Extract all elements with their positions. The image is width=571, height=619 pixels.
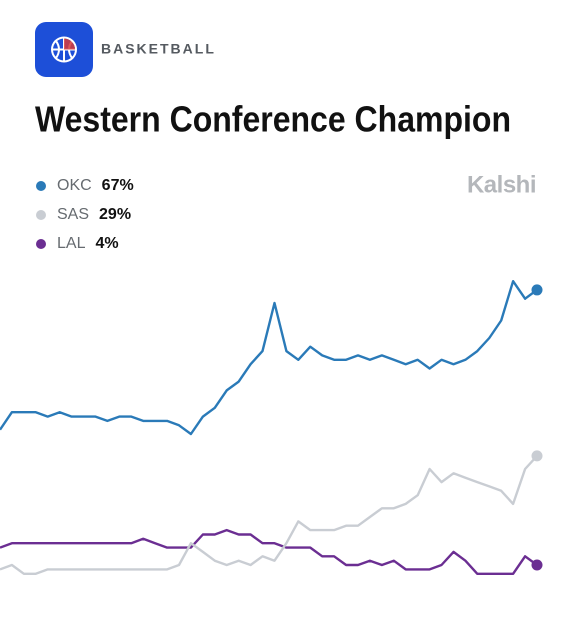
latest-point bbox=[531, 559, 543, 571]
plot-area bbox=[0, 280, 543, 575]
chart-title: Western Conference Champion bbox=[35, 99, 511, 140]
legend-marker bbox=[36, 239, 46, 249]
legend: OKC 67% SAS 29% LAL 4% bbox=[36, 177, 134, 252]
legend-value: 67% bbox=[102, 177, 134, 194]
legend-label: LAL bbox=[57, 235, 86, 252]
latest-point bbox=[531, 284, 543, 296]
series-line bbox=[0, 455, 538, 575]
category-label: BASKETBALL bbox=[101, 41, 216, 57]
legend-value: 29% bbox=[99, 206, 131, 223]
legend-marker bbox=[36, 181, 46, 191]
series-line bbox=[0, 528, 538, 575]
legend-label: OKC bbox=[57, 177, 92, 194]
brand-logo: Kalshi bbox=[467, 171, 536, 198]
latest-point bbox=[531, 450, 543, 462]
app-icon bbox=[35, 22, 93, 77]
series-line bbox=[0, 280, 538, 436]
legend-value: 4% bbox=[95, 235, 118, 252]
legend-label: SAS bbox=[57, 206, 89, 223]
legend-marker bbox=[36, 210, 46, 220]
